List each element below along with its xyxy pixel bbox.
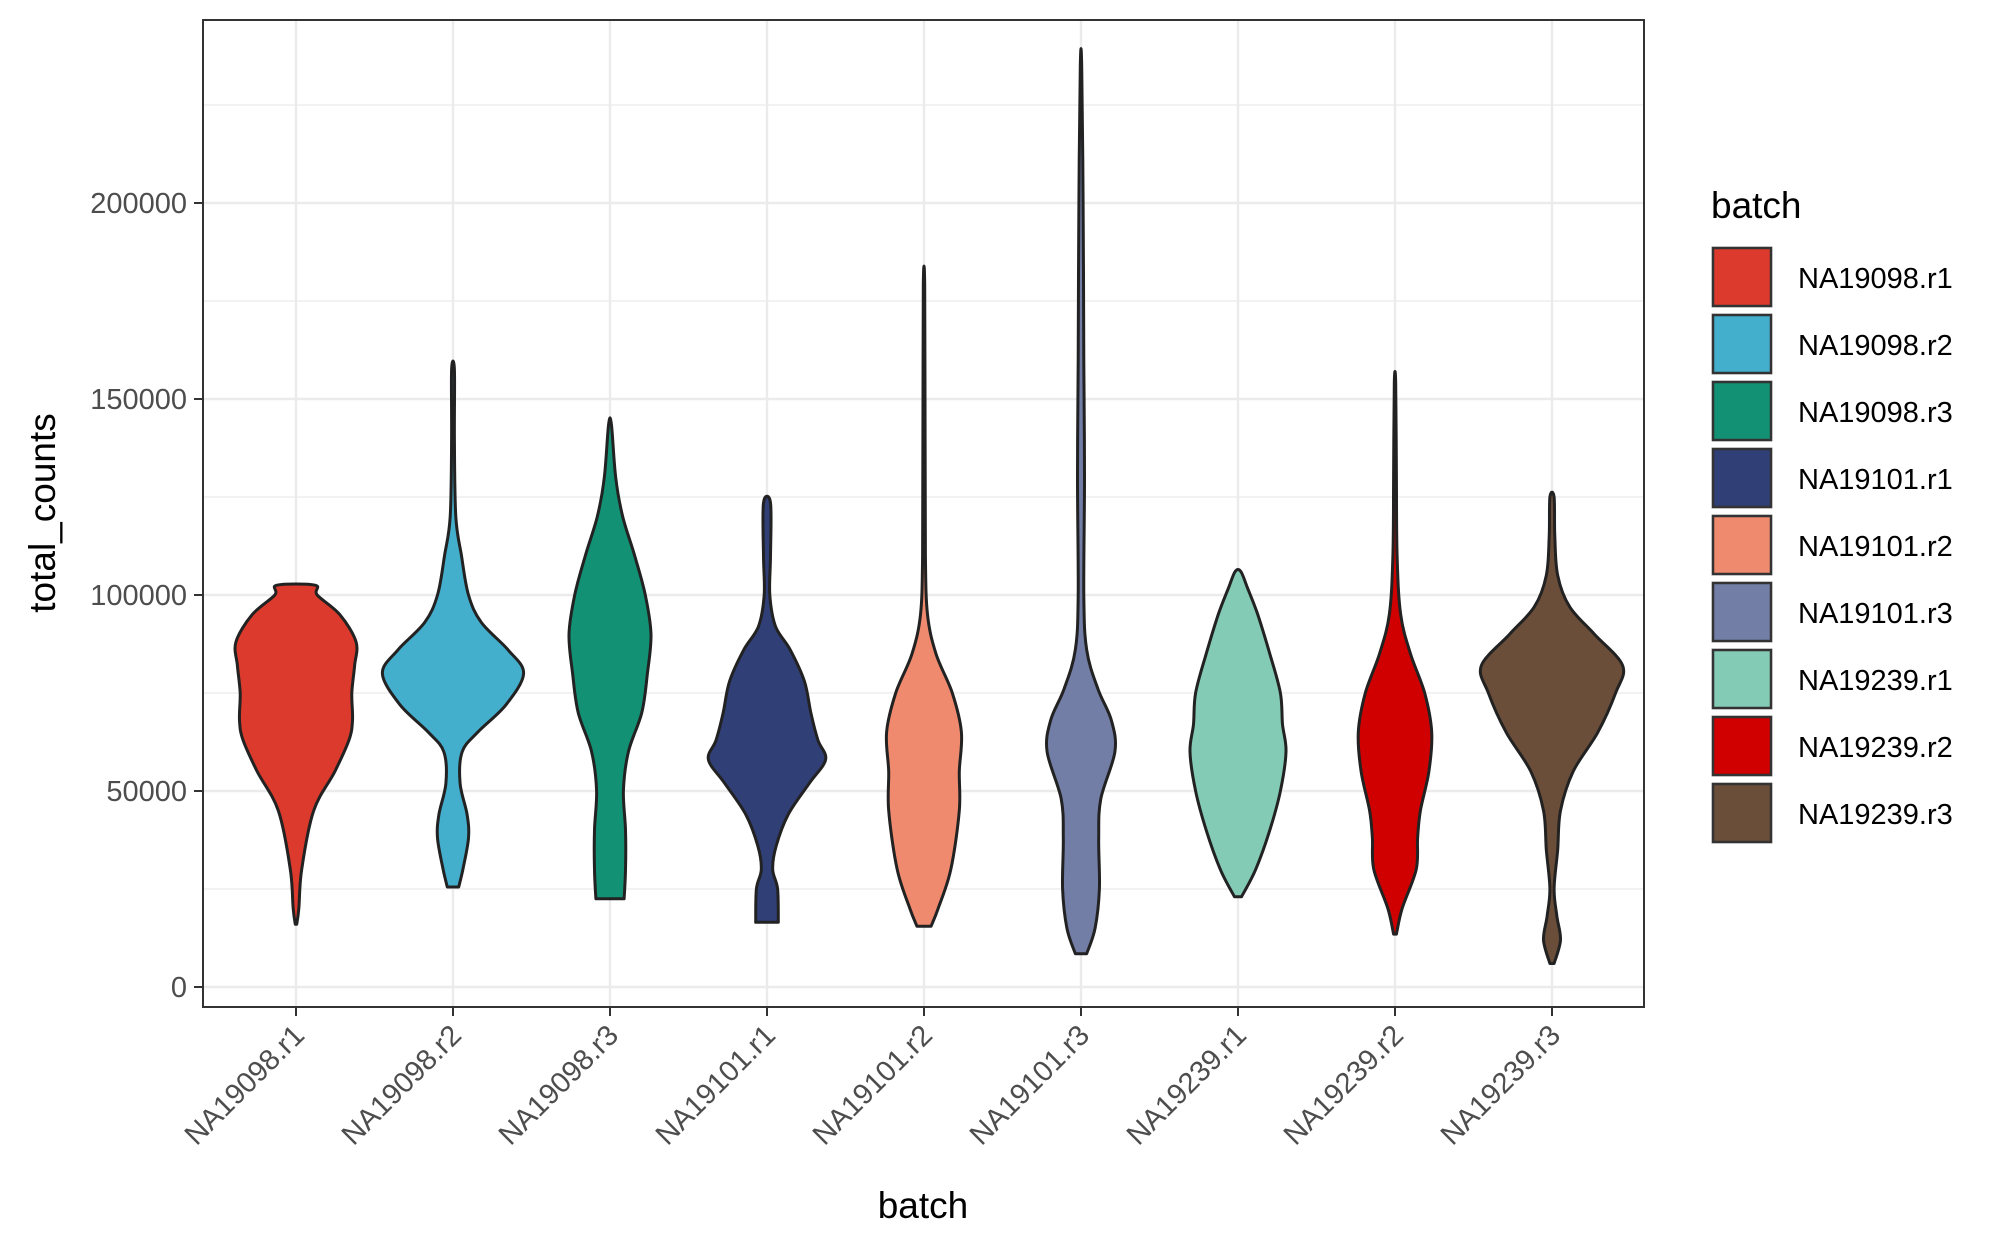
legend-label: NA19098.r3 xyxy=(1798,397,1953,429)
legend-label: NA19239.r2 xyxy=(1798,732,1953,764)
violin-NA19101.r1 xyxy=(706,494,828,924)
legend-swatch xyxy=(1711,246,1773,308)
legend-swatch xyxy=(1711,313,1773,375)
violin-NA19098.r1 xyxy=(233,582,359,926)
violin-NA19239.r3 xyxy=(1478,490,1626,965)
legend-label: NA19101.r1 xyxy=(1798,464,1953,496)
legend-swatch xyxy=(1711,380,1773,442)
legend-items: NA19098.r1 NA19098.r2 NA19098.r3 NA19101.r1… xyxy=(1711,246,1953,844)
legend-swatch xyxy=(1711,648,1773,710)
y-tick-label: 100000 xyxy=(90,580,187,612)
y-axis: 0 50000 100000 150000 200000 xyxy=(90,188,203,1004)
legend: batch NA19098.r1NA19098.r2NA19098.r3NA19… xyxy=(1711,185,1953,844)
violin-NA19098.r2 xyxy=(380,359,526,889)
violin-NA19239.r2 xyxy=(1356,370,1434,936)
y-tick-label: 150000 xyxy=(90,384,187,416)
violin-NA19098.r3 xyxy=(567,416,653,901)
legend-swatch xyxy=(1711,782,1773,844)
legend-swatch xyxy=(1711,581,1773,643)
legend-swatch xyxy=(1711,447,1773,509)
y-tick-label: 0 xyxy=(171,972,187,1004)
legend-label: NA19239.r3 xyxy=(1798,799,1953,831)
x-axis-title: batch xyxy=(878,1185,969,1226)
legend-label: NA19098.r1 xyxy=(1798,263,1953,295)
y-tick-label: 50000 xyxy=(106,776,187,808)
legend-title: batch xyxy=(1711,185,1802,226)
y-tick-label: 200000 xyxy=(90,188,187,220)
legend-label: NA19101.r2 xyxy=(1798,531,1953,563)
violin-NA19101.r2 xyxy=(884,264,964,928)
y-axis-title: total_counts xyxy=(22,413,63,613)
legend-label: NA19101.r3 xyxy=(1798,598,1953,630)
violin-NA19101.r3 xyxy=(1044,47,1118,956)
legend-label: NA19239.r1 xyxy=(1798,665,1953,697)
legend-label: NA19098.r2 xyxy=(1798,330,1953,362)
legend-swatch xyxy=(1711,715,1773,777)
violin-NA19239.r1 xyxy=(1188,568,1288,899)
violins xyxy=(233,47,1626,965)
legend-swatch xyxy=(1711,514,1773,576)
